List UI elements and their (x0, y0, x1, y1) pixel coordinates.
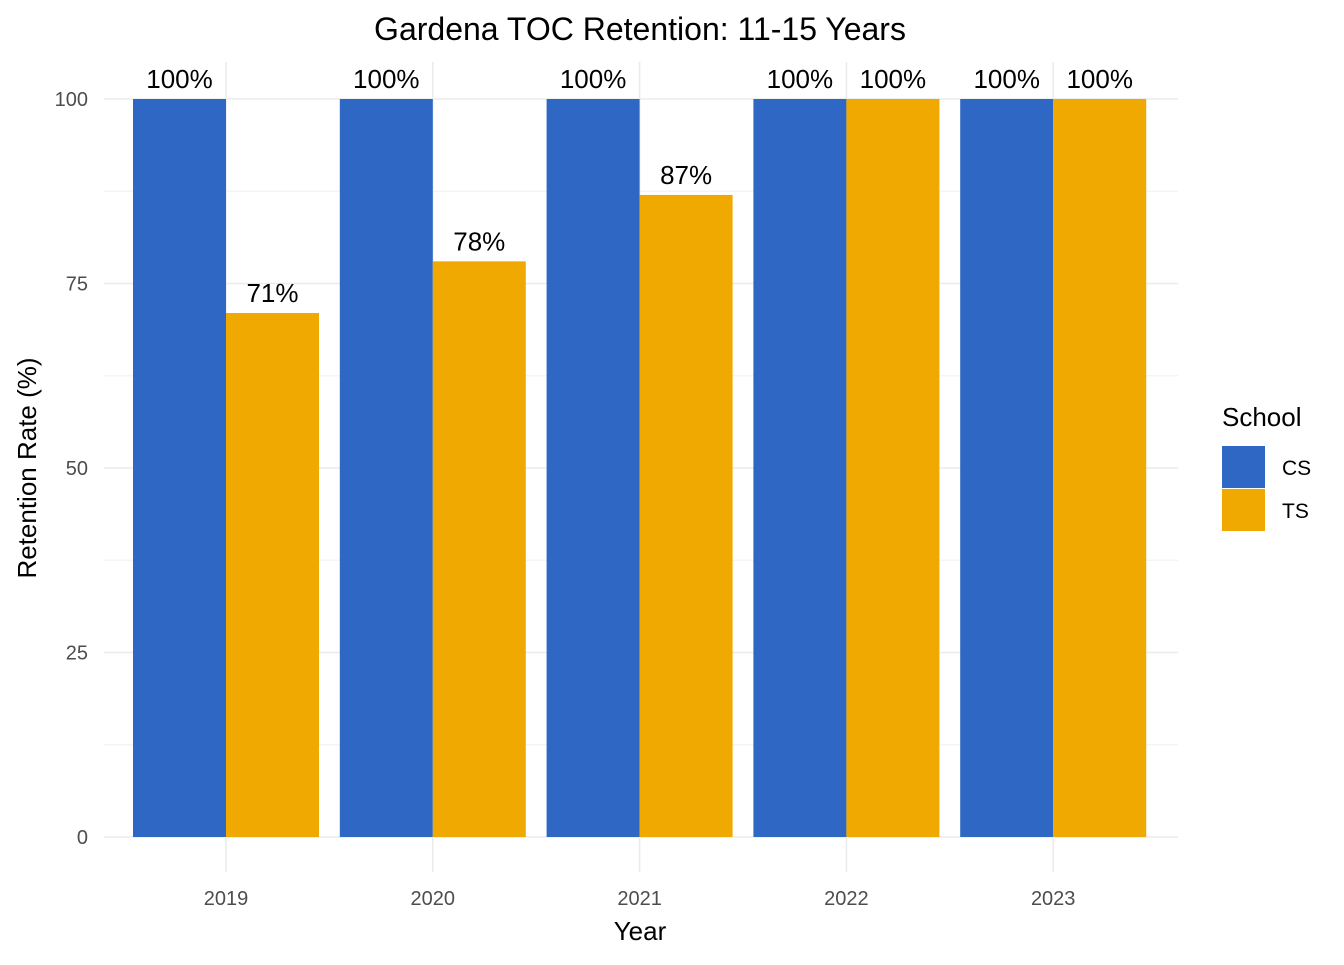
x-tick-label: 2019 (204, 888, 249, 910)
bar-ts (1053, 99, 1147, 837)
x-axis-ticks: 2019 2020 2021 2022 2023 (204, 888, 1076, 910)
bar-ts (846, 99, 940, 837)
data-label: 78% (453, 226, 505, 256)
bar-cs (960, 99, 1054, 837)
data-label: 100% (353, 64, 420, 94)
x-tick-label: 2023 (1031, 888, 1076, 910)
legend-label: CS (1282, 457, 1311, 480)
data-label: 100% (146, 64, 213, 94)
y-axis-label: Retention Rate (%) (12, 357, 42, 578)
bar-cs (133, 99, 226, 837)
legend-title: School (1222, 402, 1302, 432)
legend-key-ts (1222, 489, 1265, 531)
data-labels: 100% 71% 100% 78% 100% 87% 100% 100% 100% 100% (146, 64, 1133, 308)
data-label: 100% (860, 64, 927, 94)
legend-items: CS TS (1222, 446, 1311, 531)
x-axis-label: Year (614, 916, 667, 946)
legend-key-cs (1222, 446, 1265, 488)
bar-cs (546, 99, 640, 837)
legend-label: TS (1282, 500, 1309, 523)
data-label: 100% (767, 64, 834, 94)
x-tick-label: 2022 (824, 888, 869, 910)
bar-ts (226, 313, 319, 837)
y-tick-label: 100 (55, 89, 88, 111)
data-label: 100% (1066, 64, 1133, 94)
chart-title: Gardena TOC Retention: 11-15 Years (374, 11, 906, 47)
y-axis-ticks: 0 25 50 75 100 (55, 89, 88, 849)
x-tick-label: 2021 (617, 888, 662, 910)
bars (133, 99, 1147, 837)
y-tick-label: 0 (77, 827, 88, 849)
bar-cs (753, 99, 847, 837)
data-label: 100% (560, 64, 627, 94)
legend: School CS TS (1222, 402, 1311, 531)
y-tick-label: 50 (66, 458, 88, 480)
bar-ts (639, 194, 733, 837)
y-tick-label: 25 (66, 643, 88, 665)
x-tick-label: 2020 (411, 888, 456, 910)
bar-cs (339, 99, 433, 837)
data-label: 87% (660, 160, 712, 190)
bar-ts (432, 261, 526, 837)
data-label: 71% (246, 278, 298, 308)
data-label: 100% (973, 64, 1040, 94)
y-tick-label: 75 (66, 274, 88, 296)
